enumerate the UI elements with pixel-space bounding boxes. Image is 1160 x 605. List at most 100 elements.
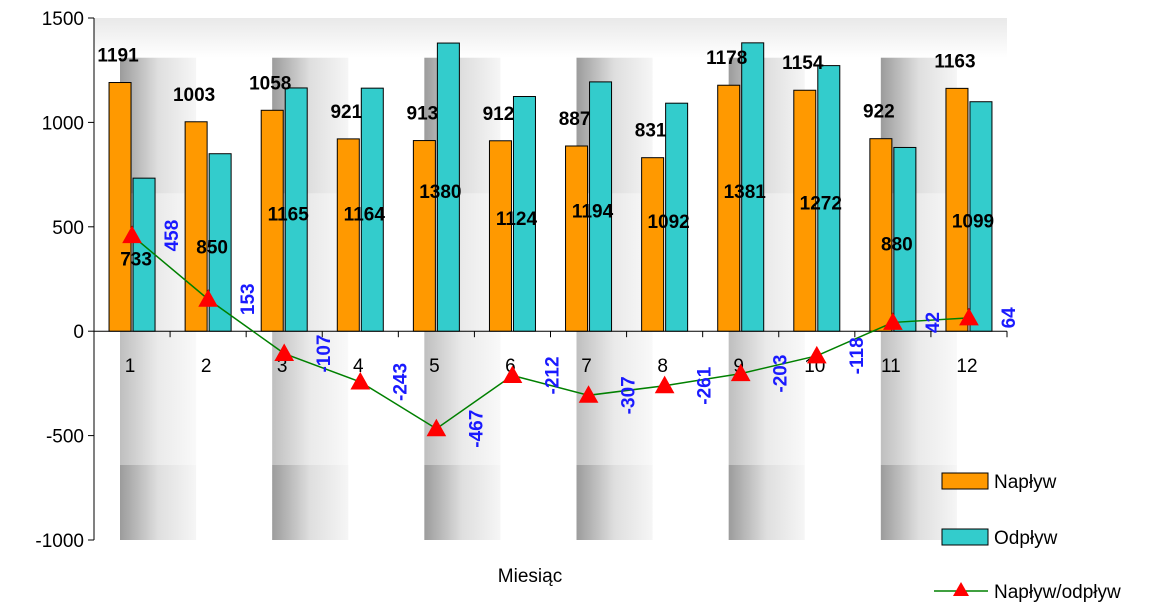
data-label-inflow: 887 bbox=[559, 109, 591, 130]
data-label-net: 153 bbox=[238, 283, 259, 315]
data-label-inflow: 1163 bbox=[934, 51, 975, 72]
data-label-net: -107 bbox=[314, 335, 335, 373]
net-flow-marker bbox=[959, 307, 979, 326]
x-tick-label: 1 bbox=[125, 356, 136, 377]
bar-outflow bbox=[741, 42, 765, 332]
data-label-outflow: 1164 bbox=[344, 205, 386, 226]
bar-outflow bbox=[208, 153, 232, 332]
bar-outflow bbox=[436, 42, 460, 332]
data-label-net: 64 bbox=[999, 307, 1020, 329]
y-tick-label: 500 bbox=[52, 218, 84, 239]
data-label-net: -307 bbox=[619, 376, 640, 414]
bar-inflow bbox=[184, 121, 208, 332]
y-tick-label: 1500 bbox=[42, 9, 84, 30]
data-label-inflow: 1154 bbox=[782, 53, 824, 74]
legend-label-net: Napływ/odpływ bbox=[994, 582, 1121, 603]
bar-outflow bbox=[969, 101, 993, 332]
data-label-inflow: 921 bbox=[330, 102, 362, 123]
legend-swatch-outflow bbox=[941, 528, 989, 546]
x-axis-title: Miesiąc bbox=[498, 566, 562, 587]
x-tick-label: 12 bbox=[956, 356, 977, 377]
x-tick-label: 9 bbox=[733, 356, 744, 377]
data-label-outflow: 1194 bbox=[572, 202, 614, 223]
bar-inflow bbox=[336, 138, 360, 332]
bar-inflow bbox=[260, 109, 284, 332]
bar-outflow bbox=[284, 87, 308, 332]
legend-swatch-inflow bbox=[941, 472, 989, 490]
bar-inflow bbox=[108, 82, 132, 332]
data-label-outflow: 1165 bbox=[268, 205, 310, 226]
y-tick-label: -1000 bbox=[35, 531, 84, 552]
bar-inflow bbox=[488, 140, 512, 332]
data-label-inflow: 1178 bbox=[706, 48, 747, 69]
background-band bbox=[728, 464, 805, 540]
x-tick-label: 8 bbox=[657, 356, 668, 377]
plot-area bbox=[94, 18, 1007, 540]
bar-inflow bbox=[869, 138, 893, 332]
data-label-outflow: 1380 bbox=[419, 182, 461, 203]
data-label-inflow: 831 bbox=[635, 121, 667, 142]
bar-outflow bbox=[589, 81, 613, 332]
net-flow-marker bbox=[730, 363, 751, 382]
data-label-inflow: 1003 bbox=[173, 85, 215, 106]
bar-inflow bbox=[641, 157, 665, 332]
bar-inflow bbox=[717, 84, 741, 332]
x-tick-label: 11 bbox=[881, 356, 901, 377]
net-flow-marker bbox=[578, 385, 599, 403]
data-label-net: -243 bbox=[390, 363, 411, 401]
background-band bbox=[424, 464, 501, 540]
bar-outflow bbox=[360, 87, 384, 332]
data-label-inflow: 912 bbox=[483, 104, 515, 125]
net-flow-marker bbox=[274, 343, 295, 362]
bar-inflow bbox=[793, 89, 817, 332]
legend: Napływ Odpływ Napływ/odpływ bbox=[934, 472, 1121, 603]
background-band bbox=[94, 18, 1007, 58]
bar-inflow bbox=[565, 145, 589, 332]
data-label-net: 458 bbox=[162, 220, 183, 252]
data-label-outflow: 880 bbox=[881, 234, 913, 255]
data-label-net: -467 bbox=[466, 410, 487, 448]
y-tick-label: 1000 bbox=[42, 113, 84, 134]
bar-outflow bbox=[512, 96, 536, 332]
data-label-net: -203 bbox=[771, 355, 792, 393]
net-flow-marker bbox=[122, 225, 142, 244]
x-tick-label: 6 bbox=[505, 356, 516, 377]
x-tick-label: 5 bbox=[429, 356, 440, 377]
x-tick-label: 2 bbox=[201, 356, 212, 377]
net-flow-line bbox=[122, 225, 979, 437]
bars bbox=[108, 42, 993, 332]
net-flow-polyline bbox=[131, 234, 970, 430]
legend-label-outflow: Odpływ bbox=[994, 528, 1058, 549]
net-flow-marker bbox=[426, 418, 447, 437]
data-label-net: -118 bbox=[847, 337, 868, 374]
legend-label-inflow: Napływ bbox=[994, 472, 1057, 493]
background-band bbox=[576, 464, 653, 540]
bar-outflow bbox=[665, 102, 689, 332]
data-label-inflow: 1191 bbox=[97, 46, 139, 67]
net-flow-marker bbox=[198, 289, 218, 307]
data-label-net: 42 bbox=[923, 312, 944, 333]
data-label-inflow: 1058 bbox=[249, 73, 291, 94]
y-tick-label: 0 bbox=[73, 322, 84, 343]
bar-outflow bbox=[893, 146, 917, 332]
data-label-outflow: 1092 bbox=[647, 212, 689, 233]
background-band bbox=[120, 57, 197, 194]
background-band bbox=[120, 464, 197, 540]
data-label-outflow: 1124 bbox=[496, 209, 538, 230]
data-label-net: -212 bbox=[542, 356, 563, 394]
net-flow-marker bbox=[883, 312, 903, 330]
x-tick-label: 3 bbox=[277, 356, 288, 377]
net-flow-marker bbox=[502, 365, 523, 383]
bar-inflow bbox=[412, 140, 436, 332]
bar-inflow bbox=[945, 87, 969, 332]
data-label-outflow: 1099 bbox=[952, 211, 994, 232]
data-label-outflow: 1381 bbox=[724, 182, 767, 203]
data-label-outflow: 733 bbox=[120, 250, 152, 271]
y-tick-label: -500 bbox=[46, 427, 84, 448]
net-flow-marker bbox=[654, 375, 675, 394]
legend-marker-net bbox=[953, 582, 969, 596]
data-label-outflow: 1272 bbox=[800, 193, 842, 214]
